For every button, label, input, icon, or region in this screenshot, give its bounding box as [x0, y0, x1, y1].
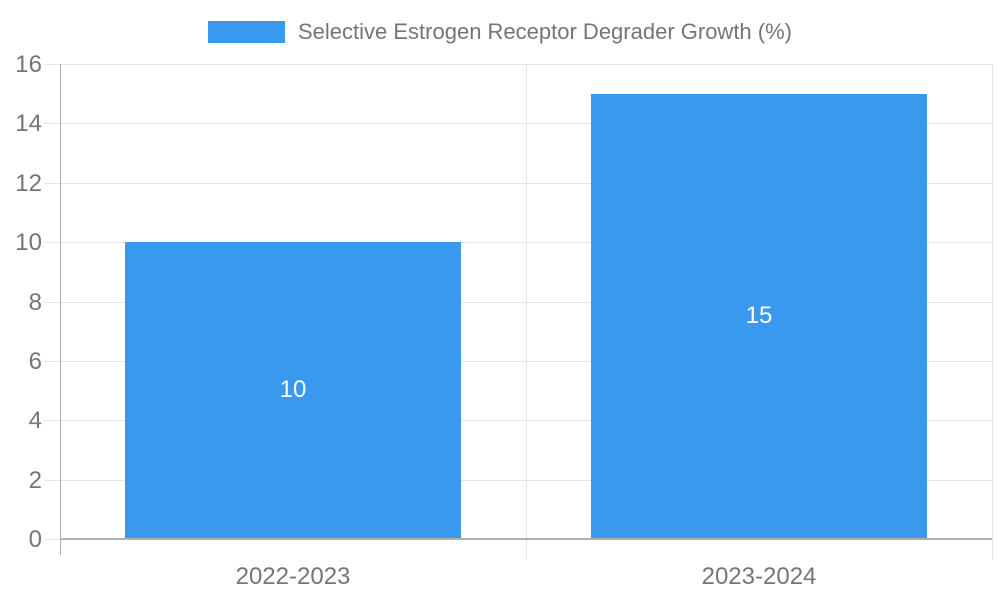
y-tick-label: 2	[28, 466, 42, 494]
y-tick-mark	[44, 539, 60, 540]
legend: Selective Estrogen Receptor Degrader Gro…	[0, 17, 1000, 47]
y-tick-label: 8	[28, 288, 42, 316]
y-tick-label: 10	[15, 229, 42, 257]
y-tick-mark	[44, 123, 60, 124]
y-tick-label: 16	[15, 51, 42, 78]
y-tick-mark	[44, 183, 60, 184]
v-grid-line	[992, 64, 993, 539]
y-tick-mark	[44, 480, 60, 481]
x-tick-label: 2023-2024	[701, 563, 817, 590]
bar[interactable]: 10	[125, 242, 461, 538]
legend-swatch	[208, 21, 285, 43]
x-tick-mark	[992, 539, 993, 560]
bar-value-label: 10	[279, 376, 307, 403]
y-tick-mark	[44, 242, 60, 243]
bar-value-label: 15	[745, 302, 773, 329]
y-tick-label: 4	[28, 407, 42, 435]
legend-label: Selective Estrogen Receptor Degrader Gro…	[298, 19, 792, 44]
y-tick-mark	[44, 361, 60, 362]
x-tick-label: 2022-2023	[235, 563, 351, 590]
v-grid-line	[526, 64, 527, 539]
y-tick-label: 12	[15, 169, 42, 197]
y-axis-line	[60, 64, 61, 555]
y-tick-mark	[44, 302, 60, 303]
y-tick-label: 6	[28, 347, 42, 375]
bar[interactable]: 15	[591, 94, 927, 538]
y-tick-mark	[44, 64, 60, 65]
x-tick-mark	[526, 539, 527, 560]
x-axis-line	[60, 538, 992, 540]
y-tick-label: 0	[28, 526, 42, 553]
y-tick-mark	[44, 420, 60, 421]
y-tick-label: 14	[15, 110, 42, 138]
